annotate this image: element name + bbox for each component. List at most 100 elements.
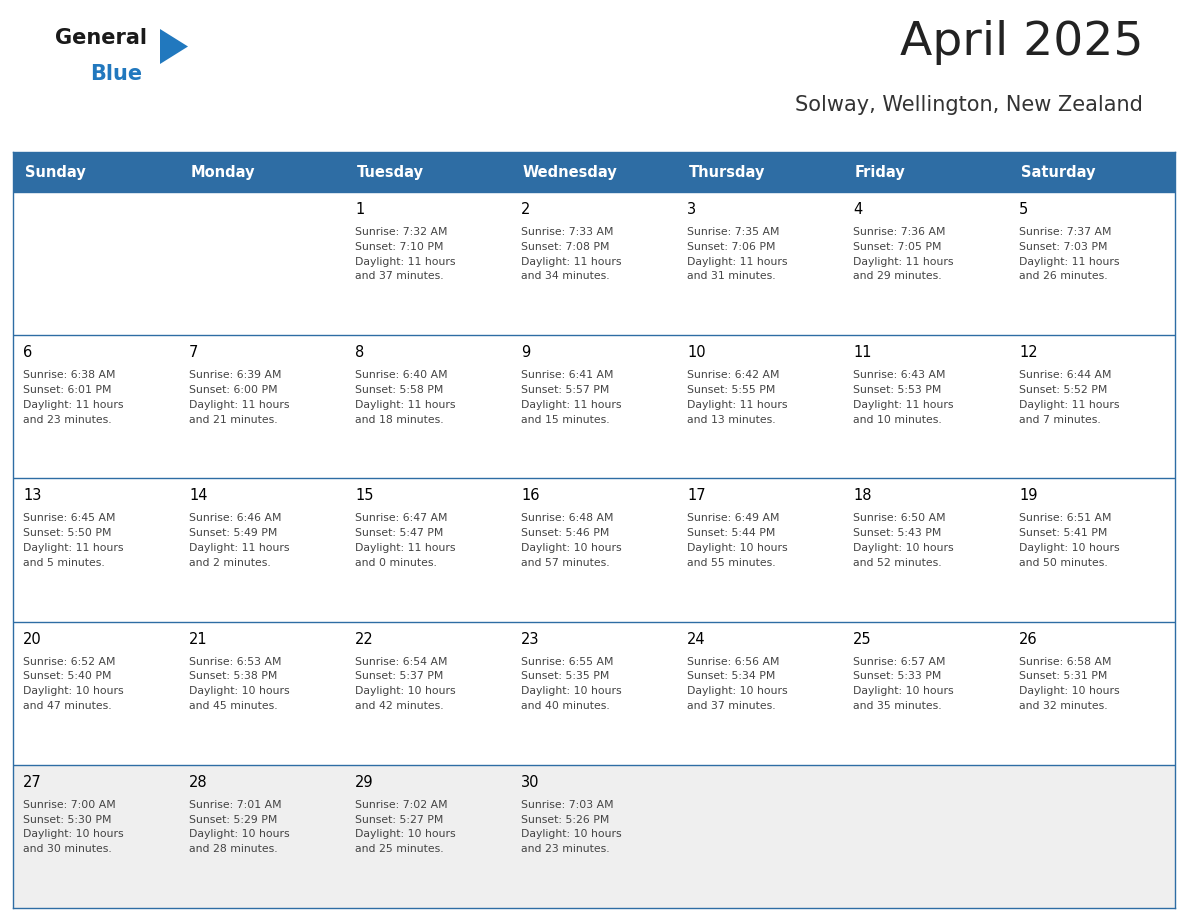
Text: 13: 13 <box>23 488 42 503</box>
Text: 9: 9 <box>522 345 530 360</box>
Text: Sunrise: 6:53 AM: Sunrise: 6:53 AM <box>189 656 282 666</box>
Text: Daylight: 10 hours: Daylight: 10 hours <box>522 543 621 553</box>
Text: 20: 20 <box>23 632 42 646</box>
Text: Daylight: 11 hours: Daylight: 11 hours <box>189 543 290 553</box>
Text: Sunrise: 6:49 AM: Sunrise: 6:49 AM <box>687 513 779 523</box>
Text: and 5 minutes.: and 5 minutes. <box>23 558 105 568</box>
Text: Sunset: 6:01 PM: Sunset: 6:01 PM <box>23 385 112 395</box>
Text: 10: 10 <box>687 345 706 360</box>
Text: Sunset: 7:06 PM: Sunset: 7:06 PM <box>687 241 776 252</box>
Text: Daylight: 11 hours: Daylight: 11 hours <box>1019 400 1119 409</box>
Text: and 10 minutes.: and 10 minutes. <box>853 415 942 425</box>
Text: 16: 16 <box>522 488 539 503</box>
Text: Daylight: 10 hours: Daylight: 10 hours <box>189 829 290 839</box>
Bar <box>13 621 1175 765</box>
Text: 26: 26 <box>1019 632 1037 646</box>
Text: and 45 minutes.: and 45 minutes. <box>189 701 278 711</box>
Text: Solway, Wellington, New Zealand: Solway, Wellington, New Zealand <box>795 95 1143 115</box>
Text: Sunset: 7:05 PM: Sunset: 7:05 PM <box>853 241 942 252</box>
Text: Daylight: 10 hours: Daylight: 10 hours <box>1019 543 1119 553</box>
Text: 7: 7 <box>189 345 198 360</box>
Text: and 55 minutes.: and 55 minutes. <box>687 558 776 568</box>
Text: Daylight: 10 hours: Daylight: 10 hours <box>522 829 621 839</box>
Text: and 26 minutes.: and 26 minutes. <box>1019 272 1107 282</box>
Text: Daylight: 10 hours: Daylight: 10 hours <box>23 686 124 696</box>
Text: Daylight: 11 hours: Daylight: 11 hours <box>687 257 788 266</box>
Text: Sunset: 5:58 PM: Sunset: 5:58 PM <box>355 385 443 395</box>
Text: Sunrise: 6:46 AM: Sunrise: 6:46 AM <box>189 513 282 523</box>
Text: Sunrise: 6:41 AM: Sunrise: 6:41 AM <box>522 370 613 380</box>
Bar <box>13 478 1175 621</box>
Text: April 2025: April 2025 <box>899 20 1143 65</box>
Text: Sunrise: 6:52 AM: Sunrise: 6:52 AM <box>23 656 115 666</box>
Text: and 23 minutes.: and 23 minutes. <box>23 415 112 425</box>
Text: and 37 minutes.: and 37 minutes. <box>687 701 776 711</box>
Text: 30: 30 <box>522 775 539 789</box>
Text: and 7 minutes.: and 7 minutes. <box>1019 415 1101 425</box>
Text: Sunset: 5:27 PM: Sunset: 5:27 PM <box>355 814 443 824</box>
Text: 28: 28 <box>189 775 208 789</box>
Text: Sunset: 5:55 PM: Sunset: 5:55 PM <box>687 385 776 395</box>
Text: 23: 23 <box>522 632 539 646</box>
Text: and 0 minutes.: and 0 minutes. <box>355 558 437 568</box>
Text: Sunset: 5:26 PM: Sunset: 5:26 PM <box>522 814 609 824</box>
Text: Sunset: 5:41 PM: Sunset: 5:41 PM <box>1019 528 1107 538</box>
Text: Sunset: 5:57 PM: Sunset: 5:57 PM <box>522 385 609 395</box>
Text: and 42 minutes.: and 42 minutes. <box>355 701 443 711</box>
Text: and 13 minutes.: and 13 minutes. <box>687 415 776 425</box>
Text: and 18 minutes.: and 18 minutes. <box>355 415 443 425</box>
Polygon shape <box>160 29 188 64</box>
Text: Sunrise: 6:38 AM: Sunrise: 6:38 AM <box>23 370 115 380</box>
Text: and 57 minutes.: and 57 minutes. <box>522 558 609 568</box>
Text: Daylight: 10 hours: Daylight: 10 hours <box>1019 686 1119 696</box>
Text: Sunset: 5:35 PM: Sunset: 5:35 PM <box>522 671 609 681</box>
Text: 5: 5 <box>1019 202 1029 217</box>
Text: and 52 minutes.: and 52 minutes. <box>853 558 942 568</box>
Text: Daylight: 10 hours: Daylight: 10 hours <box>23 829 124 839</box>
Text: and 2 minutes.: and 2 minutes. <box>189 558 271 568</box>
Text: 2: 2 <box>522 202 530 217</box>
Text: General: General <box>55 28 147 48</box>
Text: 21: 21 <box>189 632 208 646</box>
Text: 4: 4 <box>853 202 862 217</box>
Bar <box>13 335 1175 478</box>
Text: and 21 minutes.: and 21 minutes. <box>189 415 278 425</box>
Text: Blue: Blue <box>90 64 143 84</box>
Text: Sunset: 5:33 PM: Sunset: 5:33 PM <box>853 671 941 681</box>
Text: Sunset: 5:30 PM: Sunset: 5:30 PM <box>23 814 112 824</box>
Text: Sunrise: 7:37 AM: Sunrise: 7:37 AM <box>1019 227 1112 237</box>
Text: Daylight: 11 hours: Daylight: 11 hours <box>355 400 455 409</box>
Text: Saturday: Saturday <box>1020 164 1095 180</box>
Text: Sunset: 5:44 PM: Sunset: 5:44 PM <box>687 528 776 538</box>
Text: Sunrise: 7:32 AM: Sunrise: 7:32 AM <box>355 227 448 237</box>
Text: Sunset: 7:03 PM: Sunset: 7:03 PM <box>1019 241 1107 252</box>
Text: Daylight: 11 hours: Daylight: 11 hours <box>1019 257 1119 266</box>
Text: and 31 minutes.: and 31 minutes. <box>687 272 776 282</box>
Text: Sunrise: 6:45 AM: Sunrise: 6:45 AM <box>23 513 115 523</box>
Text: Sunrise: 6:58 AM: Sunrise: 6:58 AM <box>1019 656 1112 666</box>
Text: Sunset: 5:43 PM: Sunset: 5:43 PM <box>853 528 941 538</box>
Text: Sunset: 5:52 PM: Sunset: 5:52 PM <box>1019 385 1107 395</box>
Text: Daylight: 11 hours: Daylight: 11 hours <box>522 400 621 409</box>
Text: Sunrise: 6:40 AM: Sunrise: 6:40 AM <box>355 370 448 380</box>
Text: Daylight: 10 hours: Daylight: 10 hours <box>687 686 788 696</box>
Text: Thursday: Thursday <box>689 164 765 180</box>
Text: 1: 1 <box>355 202 365 217</box>
Text: Sunrise: 6:57 AM: Sunrise: 6:57 AM <box>853 656 946 666</box>
Text: 3: 3 <box>687 202 696 217</box>
Text: and 34 minutes.: and 34 minutes. <box>522 272 609 282</box>
Text: Sunset: 7:08 PM: Sunset: 7:08 PM <box>522 241 609 252</box>
Text: Wednesday: Wednesday <box>523 164 618 180</box>
Text: Sunday: Sunday <box>25 164 86 180</box>
Text: and 40 minutes.: and 40 minutes. <box>522 701 609 711</box>
Text: Sunset: 5:34 PM: Sunset: 5:34 PM <box>687 671 776 681</box>
Text: Sunset: 5:47 PM: Sunset: 5:47 PM <box>355 528 443 538</box>
Text: Daylight: 10 hours: Daylight: 10 hours <box>853 543 954 553</box>
Text: Sunset: 5:49 PM: Sunset: 5:49 PM <box>189 528 277 538</box>
Text: and 29 minutes.: and 29 minutes. <box>853 272 942 282</box>
Text: Sunrise: 6:50 AM: Sunrise: 6:50 AM <box>853 513 946 523</box>
Bar <box>13 765 1175 908</box>
Text: 17: 17 <box>687 488 706 503</box>
Text: and 37 minutes.: and 37 minutes. <box>355 272 443 282</box>
Text: Sunset: 5:31 PM: Sunset: 5:31 PM <box>1019 671 1107 681</box>
